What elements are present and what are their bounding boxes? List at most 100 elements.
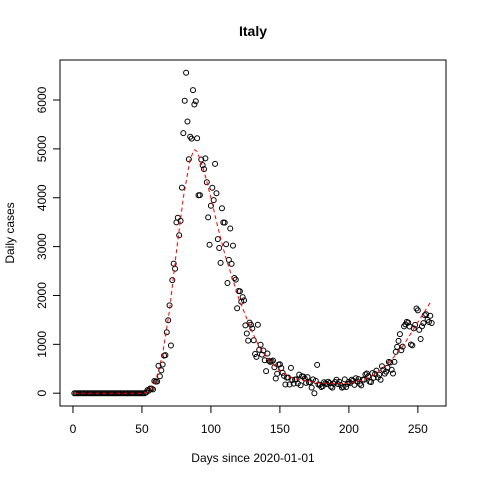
data-point	[265, 357, 272, 364]
data-point	[405, 319, 412, 326]
data-point	[373, 367, 380, 374]
data-point	[414, 307, 421, 314]
data-point	[286, 381, 293, 388]
data-point	[202, 155, 209, 162]
data-point	[154, 378, 161, 385]
data-point	[287, 364, 294, 371]
data-point	[245, 337, 252, 344]
data-point	[399, 343, 406, 350]
data-point	[212, 160, 219, 167]
data-point	[282, 381, 289, 388]
data-point	[314, 361, 321, 368]
data-point	[163, 329, 170, 336]
data-point	[388, 366, 395, 373]
data-point	[234, 305, 241, 312]
data-point	[329, 384, 336, 391]
data-point	[308, 384, 315, 391]
y-tick-label: 4000	[35, 184, 49, 211]
data-point	[183, 69, 190, 76]
data-point	[276, 361, 283, 368]
data-point	[227, 225, 234, 232]
data-point	[185, 156, 192, 163]
data-point	[336, 378, 343, 385]
data-point	[260, 347, 267, 354]
data-point	[297, 382, 304, 389]
x-tick-label: 100	[201, 422, 221, 436]
data-point	[358, 382, 365, 389]
data-point	[223, 241, 230, 248]
data-point	[340, 383, 347, 390]
data-point	[377, 376, 384, 383]
data-point	[312, 377, 319, 384]
data-point	[243, 330, 250, 337]
y-tick-label: 3000	[35, 233, 49, 260]
data-point	[169, 277, 176, 284]
data-point	[180, 130, 187, 137]
data-point	[391, 358, 398, 365]
data-point	[367, 379, 374, 386]
data-point	[383, 368, 390, 375]
data-point	[176, 232, 183, 239]
data-point	[203, 179, 210, 186]
chart-title: Italy	[239, 23, 267, 39]
x-axis-label: Days since 2020-01-01	[191, 451, 315, 465]
data-point	[247, 321, 254, 328]
data-point	[224, 279, 231, 286]
data-point	[341, 376, 348, 383]
data-point	[254, 321, 261, 328]
data-point	[343, 383, 350, 390]
data-point	[205, 214, 212, 221]
data-point	[425, 318, 432, 325]
data-point	[264, 350, 271, 357]
data-point	[274, 370, 281, 377]
data-point	[214, 236, 221, 243]
data-point	[178, 184, 185, 191]
data-point	[420, 320, 427, 327]
data-point	[396, 331, 403, 338]
data-point	[192, 98, 199, 105]
data-point	[428, 319, 435, 326]
data-point	[311, 390, 318, 397]
fit-line	[74, 149, 433, 394]
data-point	[427, 312, 434, 319]
data-point	[390, 370, 397, 377]
data-point	[239, 294, 246, 301]
y-tick-label: 2000	[35, 282, 49, 309]
data-point	[241, 297, 248, 304]
data-point	[221, 219, 228, 226]
data-point	[189, 87, 196, 94]
data-point	[184, 118, 191, 125]
data-point	[263, 368, 270, 375]
data-point	[210, 197, 217, 204]
data-point	[409, 342, 416, 349]
data-point	[196, 192, 203, 199]
x-tick-label: 0	[70, 422, 77, 436]
data-point	[387, 359, 394, 366]
data-point	[417, 336, 424, 343]
data-point	[218, 205, 225, 212]
data-point	[356, 380, 363, 387]
data-point	[250, 337, 257, 344]
x-tick-label: 150	[270, 422, 290, 436]
data-point	[162, 352, 169, 359]
data-point	[418, 323, 425, 330]
data-point	[229, 242, 236, 249]
data-point	[325, 378, 332, 385]
data-point	[365, 373, 372, 380]
data-point	[159, 361, 166, 368]
data-point	[290, 380, 297, 387]
x-tick-label: 200	[339, 422, 359, 436]
data-point	[206, 241, 213, 248]
y-tick-label: 5000	[35, 135, 49, 162]
data-point	[194, 135, 201, 142]
data-point	[228, 260, 235, 267]
data-point	[181, 97, 188, 104]
y-tick-label: 6000	[35, 86, 49, 113]
data-point	[261, 357, 268, 364]
data-point	[188, 135, 195, 142]
data-point	[394, 343, 401, 350]
y-tick-label: 1000	[35, 331, 49, 358]
data-point	[217, 259, 224, 266]
data-point	[216, 244, 223, 251]
